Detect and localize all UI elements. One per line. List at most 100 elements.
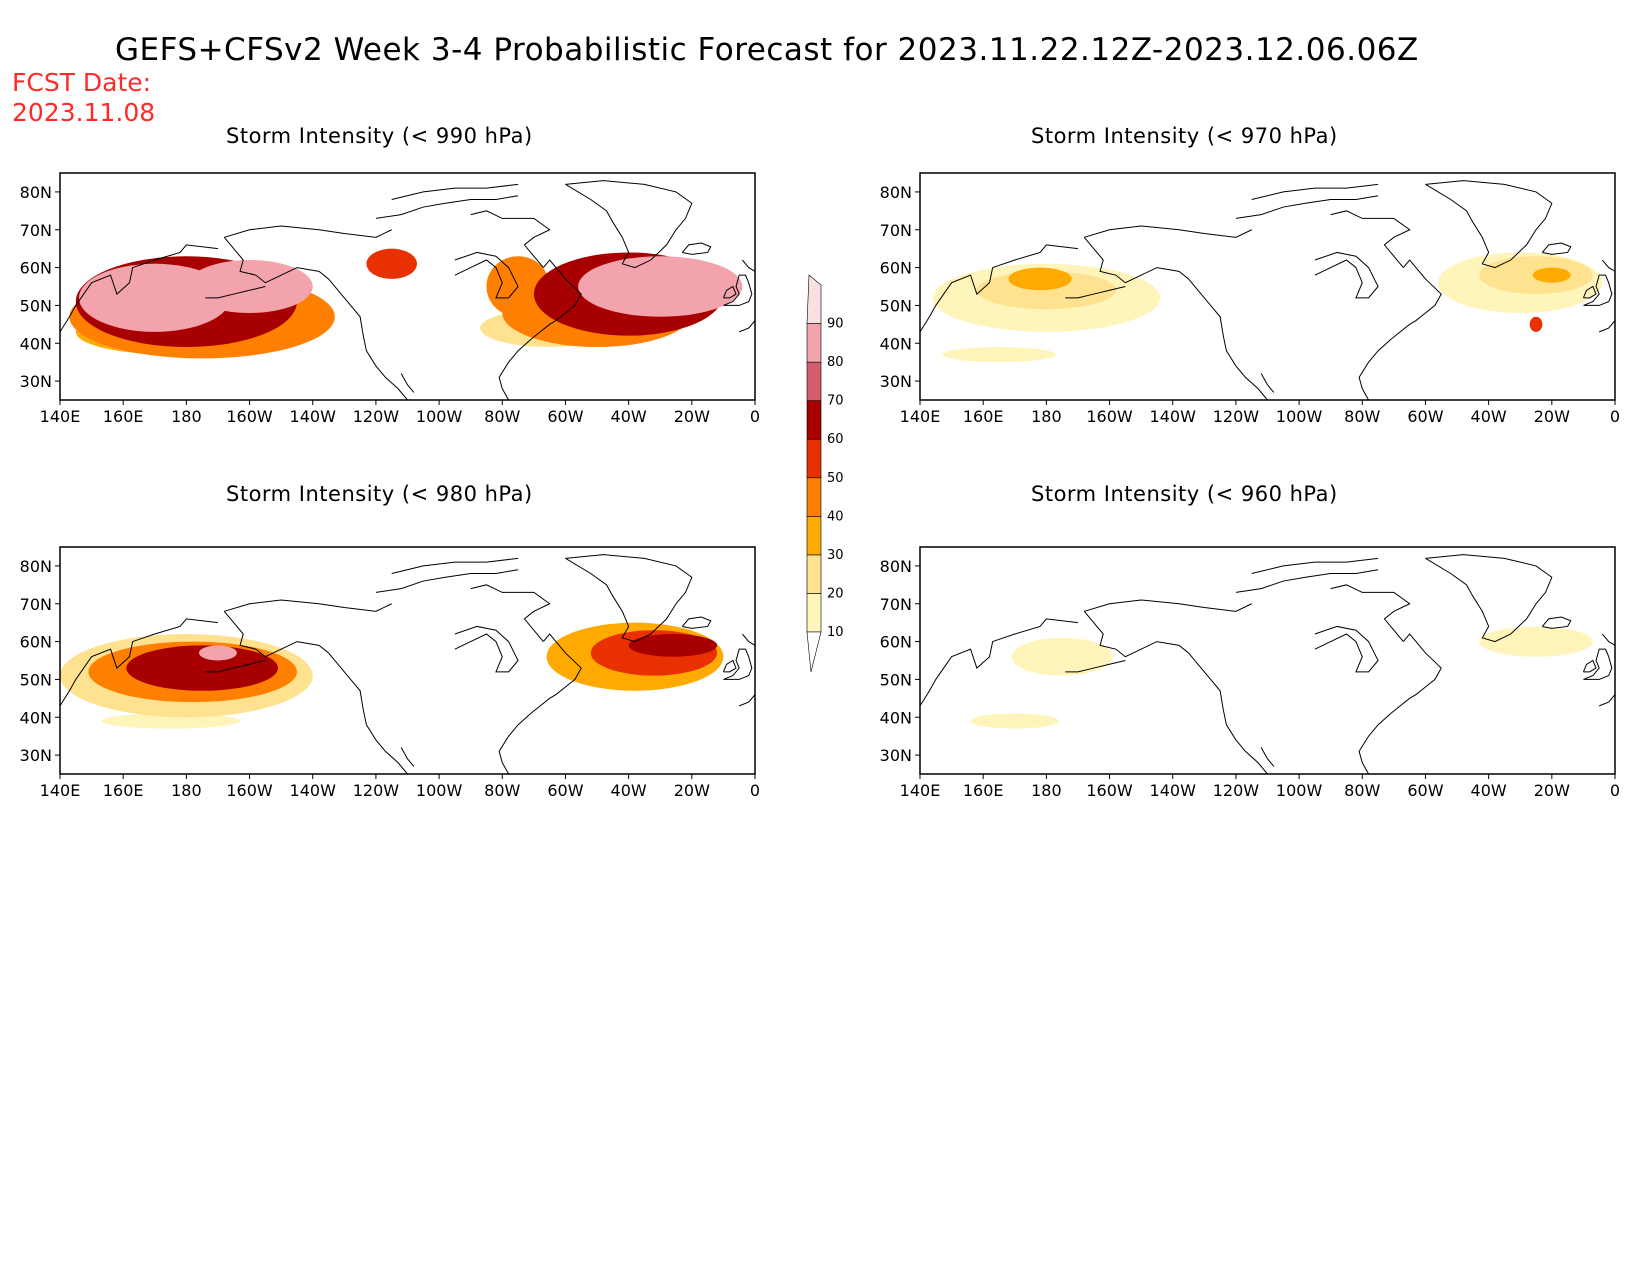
coastlines xyxy=(60,180,755,400)
colorbar-cap-top xyxy=(806,274,822,324)
probability-blob xyxy=(186,260,313,313)
probability-field xyxy=(932,252,1603,363)
colorbar-bin xyxy=(806,593,822,633)
y-tick-label: 30N xyxy=(880,372,912,391)
y-tick-label: 50N xyxy=(20,296,52,315)
y-tick-label: 40N xyxy=(20,708,52,727)
coastline xyxy=(1065,660,1126,673)
coastline xyxy=(1188,278,1268,400)
x-tick-label: 0 xyxy=(750,407,760,426)
coastline xyxy=(470,584,551,642)
x-tick-label: 120W xyxy=(353,407,400,426)
y-tick-label: 40N xyxy=(880,334,912,353)
colorbar-bin xyxy=(806,361,822,401)
y-tick-label: 40N xyxy=(20,334,52,353)
x-tick-label: 100W xyxy=(416,407,463,426)
x-tick-label: 180 xyxy=(1031,781,1062,800)
panel-title-970: Storm Intensity (< 970 hPa) xyxy=(1031,124,1338,148)
map-panel-3: 140E 160E 180 160W 140W 120W 100W 80W 60W 40W 20W 0… xyxy=(880,546,1620,800)
coastline xyxy=(205,286,266,299)
y-tick-label: 30N xyxy=(20,746,52,765)
coastline xyxy=(391,557,519,574)
x-tick-label: 0 xyxy=(1610,781,1620,800)
forecast-date-value: 2023.11.08 xyxy=(12,98,156,127)
y-tick-label: 30N xyxy=(880,746,912,765)
y-tick-label: 50N xyxy=(20,670,52,689)
coastline xyxy=(1260,373,1275,393)
probability-blob xyxy=(1011,637,1113,676)
coastline xyxy=(1601,259,1615,272)
coastline xyxy=(1330,210,1411,268)
coastlines xyxy=(60,554,755,774)
coastline xyxy=(1358,259,1442,400)
panel-title-990: Storm Intensity (< 990 hPa) xyxy=(226,124,533,148)
y-tick-label: 60N xyxy=(20,259,52,278)
colorbar-label: 30 xyxy=(827,548,844,563)
x-tick-label: 160W xyxy=(1086,781,1133,800)
y-tick-label: 70N xyxy=(880,595,912,614)
y-tick-label: 70N xyxy=(880,221,912,240)
coastline xyxy=(1330,584,1411,642)
coastline xyxy=(1582,659,1597,673)
coastline xyxy=(224,225,392,238)
colorbar-label: 50 xyxy=(827,471,844,486)
coastline xyxy=(1251,557,1379,574)
coastline xyxy=(1235,569,1379,593)
x-tick-label: 160W xyxy=(226,781,273,800)
y-tick-label: 40N xyxy=(880,708,912,727)
colorbar-bin xyxy=(806,323,822,363)
coastline xyxy=(470,210,551,268)
coastline xyxy=(1583,274,1613,306)
map-panel-2: 140E 160E 180 160W 140W 120W 100W 80W 60W 40W 20W 0… xyxy=(20,546,760,800)
colorbar-cap-bottom xyxy=(806,631,822,673)
probability-blob xyxy=(1479,626,1593,657)
coastline xyxy=(224,599,392,612)
coastline xyxy=(60,244,219,333)
coastline xyxy=(1425,554,1553,643)
coastline xyxy=(1582,285,1597,299)
y-tick-label: 80N xyxy=(880,183,912,202)
probability-field xyxy=(970,626,1593,729)
x-tick-label: 140E xyxy=(900,407,941,426)
x-tick-label: 140W xyxy=(1150,781,1197,800)
coastline xyxy=(723,274,753,306)
coastline xyxy=(1583,648,1613,680)
y-tick-label: 60N xyxy=(880,259,912,278)
coastlines xyxy=(920,554,1615,774)
y-tick-label: 50N xyxy=(880,296,912,315)
x-tick-label: 100W xyxy=(416,781,463,800)
y-tick-label: 30N xyxy=(20,372,52,391)
map-frame xyxy=(919,546,1616,775)
probability-blob xyxy=(199,645,237,661)
coastline xyxy=(205,660,266,673)
x-tick-label: 120W xyxy=(1213,407,1260,426)
x-tick-label: 180 xyxy=(171,407,202,426)
coastline xyxy=(391,183,519,200)
x-tick-label: 160E xyxy=(103,407,144,426)
coastline xyxy=(1251,183,1379,200)
probability-blob xyxy=(1529,316,1543,332)
coastline xyxy=(1065,286,1126,299)
colorbar-label: 80 xyxy=(827,355,844,370)
colorbar-bin xyxy=(806,400,822,440)
coastline xyxy=(681,616,712,629)
probability-blob xyxy=(126,645,278,691)
x-tick-label: 160E xyxy=(103,781,144,800)
coastline xyxy=(723,648,753,680)
x-tick-label: 120W xyxy=(1213,781,1260,800)
coastline xyxy=(1601,633,1615,646)
y-tick-label: 70N xyxy=(20,221,52,240)
probability-blob xyxy=(942,347,1056,363)
main-title: GEFS+CFSv2 Week 3-4 Probabilistic Foreca… xyxy=(115,32,1419,68)
coastline xyxy=(722,285,737,299)
coastline xyxy=(1358,633,1442,774)
colorbar-label: 60 xyxy=(827,432,844,447)
coastline xyxy=(741,259,755,272)
x-tick-label: 60W xyxy=(1407,781,1443,800)
x-tick-label: 60W xyxy=(1407,407,1443,426)
x-tick-label: 160E xyxy=(963,781,1004,800)
coastline xyxy=(920,244,1079,333)
map-frame xyxy=(919,172,1616,401)
x-tick-label: 100W xyxy=(1276,781,1323,800)
probability-blob xyxy=(628,634,718,657)
